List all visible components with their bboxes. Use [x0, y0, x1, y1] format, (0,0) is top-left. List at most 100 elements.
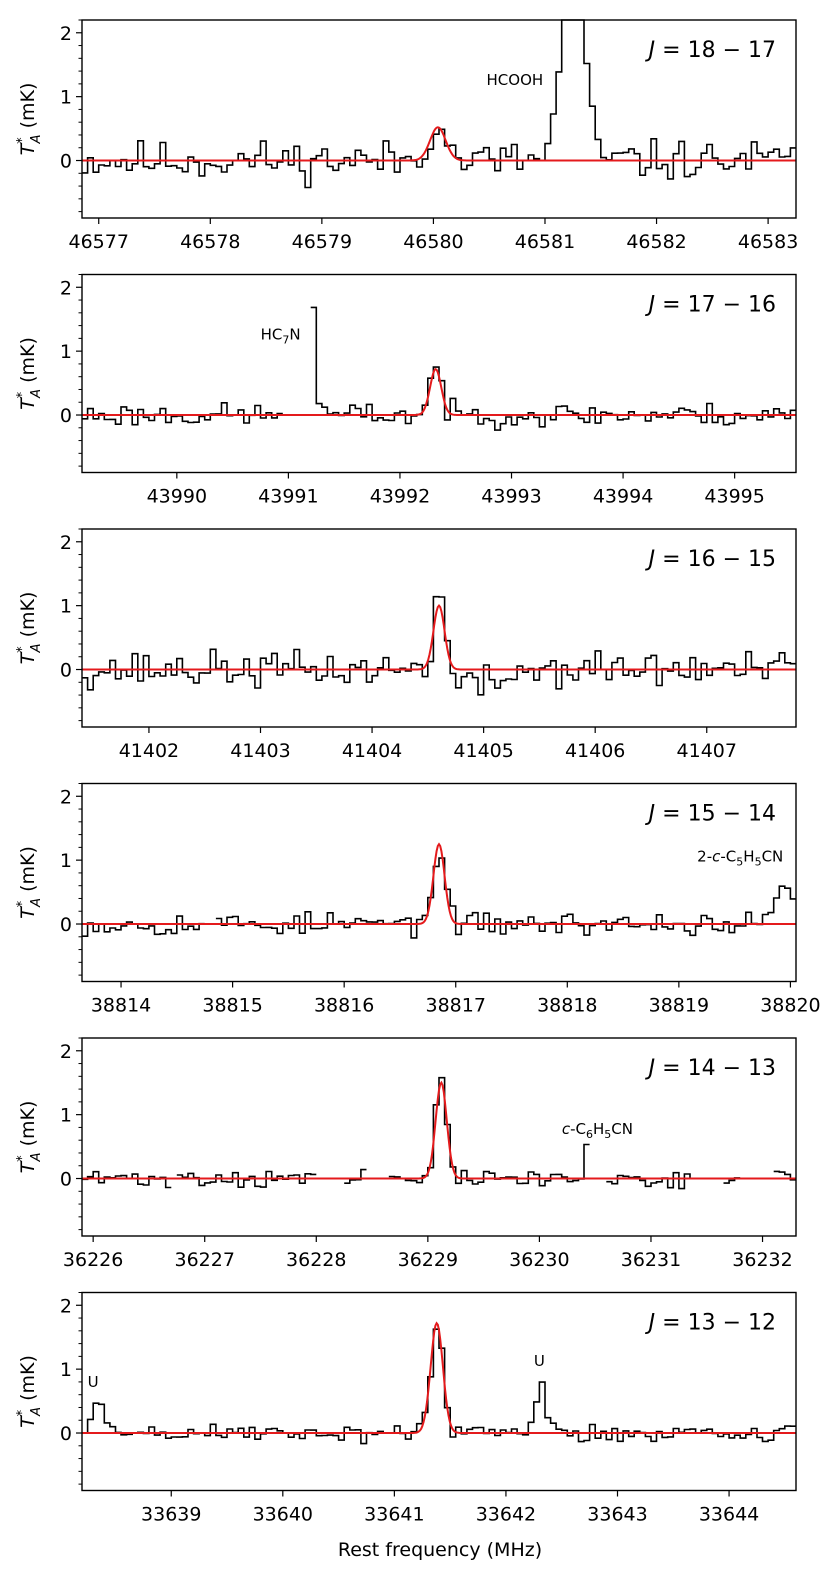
- axes-frame: [81, 1291, 797, 1492]
- axes-frame: [81, 528, 797, 728]
- y-axis-label-part: A: [29, 898, 44, 908]
- y-axis-label-part: T: [17, 397, 39, 410]
- y-tick-label: 0: [60, 1423, 72, 1445]
- axes-frame: [81, 782, 797, 983]
- plot-area: [82, 783, 796, 982]
- line-annotation: U: [534, 1352, 545, 1370]
- transition-quantum-numbers: = 13 − 12: [655, 1311, 776, 1336]
- axes-frame: [81, 1037, 797, 1237]
- x-axis-label: Rest frequency (MHz): [338, 1539, 542, 1561]
- annotation-part: -C: [720, 847, 736, 865]
- line-annotation: c-C6H5CN: [562, 1120, 633, 1141]
- x-tick-label: 38817: [426, 995, 486, 1017]
- transition-label: J = 13 − 12: [645, 1311, 776, 1336]
- x-tick-label: 43994: [593, 486, 653, 508]
- annotation-part: c: [712, 847, 721, 865]
- annotation-part: 6: [586, 1128, 593, 1141]
- y-tick-label: 2: [60, 786, 72, 808]
- x-tick-label: 33644: [699, 1504, 759, 1526]
- y-axis-label-part: (mK): [17, 83, 39, 135]
- annotation-part: 5: [736, 855, 743, 868]
- spectrum-panel-3: 0 1 2 38814 38815 38816 38817 38818 38819 38820 J …: [15, 782, 821, 1017]
- y-tick-label: 0: [60, 914, 72, 936]
- x-tick-label: 41403: [230, 740, 290, 762]
- annotation-part: U: [534, 1352, 545, 1370]
- axes-frame: [81, 273, 797, 474]
- x-tick-label: 36232: [732, 1249, 792, 1271]
- y-axis-label-part: A: [29, 389, 44, 399]
- x-tick-label: 46583: [738, 231, 798, 253]
- x-tick-label: 46582: [626, 231, 686, 253]
- x-tick-label: 38818: [537, 995, 597, 1017]
- transition-j: J: [645, 293, 656, 318]
- model-fit-line: [82, 603, 796, 671]
- y-tick-label: 2: [60, 1041, 72, 1063]
- plot-area: [82, 1292, 796, 1491]
- annotation-part: HC: [261, 326, 283, 344]
- axes-frame: [81, 19, 797, 219]
- transition-label: J = 16 − 15: [645, 547, 776, 572]
- annotation-part: U: [88, 1373, 99, 1391]
- transition-j: J: [645, 1056, 656, 1081]
- y-tick-label: 1: [60, 87, 72, 109]
- y-tick-label: 1: [60, 596, 72, 618]
- spectrum-panel-0: 0 1 2 46577 46578 46579 46580 46581 46582 46583 J …: [15, 19, 798, 253]
- transition-quantum-numbers: = 17 − 16: [655, 293, 776, 318]
- x-tick-label: 33639: [141, 1504, 201, 1526]
- x-tick-label: 33641: [364, 1504, 424, 1526]
- y-axis-label-part: (mK): [17, 846, 39, 898]
- y-axis-label-part: *: [15, 646, 30, 653]
- y-axis-label-part: A: [29, 134, 44, 144]
- y-axis-label-part: *: [15, 137, 30, 144]
- y-axis-label-part: (mK): [17, 1355, 39, 1407]
- y-axis-label-part: (mK): [17, 1101, 39, 1153]
- x-tick-label: 41402: [119, 740, 179, 762]
- spectrum-panel-4: 0 1 2 36226 36227 36228 36229 36230 36231 36232 J …: [15, 1037, 797, 1271]
- x-tick-label: 41405: [453, 740, 513, 762]
- annotation-part: 2-: [697, 847, 712, 865]
- transition-label: J = 15 − 14: [645, 802, 776, 827]
- spectrum-panel-1: 0 1 2 43990 43991 43992 43993 43994 43995 J = 17 …: [15, 273, 797, 508]
- y-tick-label: 0: [60, 660, 72, 682]
- annotation-part: 5: [604, 1128, 611, 1141]
- transition-j: J: [645, 1311, 656, 1336]
- annotation-part: CN: [611, 1120, 633, 1138]
- y-axis-label-part: T: [17, 142, 39, 155]
- transition-label: J = 14 − 13: [645, 1056, 776, 1081]
- model-fit-line: [82, 1080, 796, 1180]
- spectrum-panel-5: 0 1 2 33639 33640 33641 33642 33643 33644 J = 13 …: [15, 1291, 797, 1526]
- x-tick-label: 36231: [621, 1249, 681, 1271]
- transition-quantum-numbers: = 18 − 17: [655, 38, 776, 63]
- observed-spectrum: [82, 306, 796, 431]
- plot-area: [82, 20, 796, 218]
- y-tick-label: 2: [60, 1295, 72, 1317]
- y-axis-label-part: A: [29, 643, 44, 653]
- y-tick-label: 2: [60, 23, 72, 45]
- annotation-part: 7: [282, 334, 289, 347]
- y-axis-label-part: *: [15, 1409, 30, 1416]
- y-axis-label-part: *: [15, 900, 30, 907]
- y-tick-label: 0: [60, 1169, 72, 1191]
- transition-j: J: [645, 802, 656, 827]
- x-tick-label: 38820: [760, 995, 820, 1017]
- y-axis-label-part: T: [17, 1160, 39, 1173]
- x-tick-label: 46580: [403, 231, 463, 253]
- y-axis-label: T*A (mK): [15, 83, 44, 156]
- x-tick-label: 43991: [258, 486, 318, 508]
- annotation-part: 5: [755, 855, 762, 868]
- x-tick-label: 38814: [91, 995, 151, 1017]
- transition-j: J: [645, 38, 656, 63]
- x-tick-label: 38816: [314, 995, 374, 1017]
- x-tick-label: 36226: [63, 1249, 123, 1271]
- transition-quantum-numbers: = 15 − 14: [655, 802, 776, 827]
- x-tick-label: 38815: [202, 995, 262, 1017]
- y-axis-label-part: (mK): [17, 592, 39, 644]
- y-axis-label: T*A (mK): [15, 337, 44, 410]
- transition-label: J = 17 − 16: [645, 293, 776, 318]
- x-tick-label: 41404: [342, 740, 402, 762]
- line-annotation: HC7N: [261, 326, 301, 347]
- y-tick-label: 1: [60, 1359, 72, 1381]
- plot-area: [82, 1038, 796, 1236]
- transition-j: J: [645, 547, 656, 572]
